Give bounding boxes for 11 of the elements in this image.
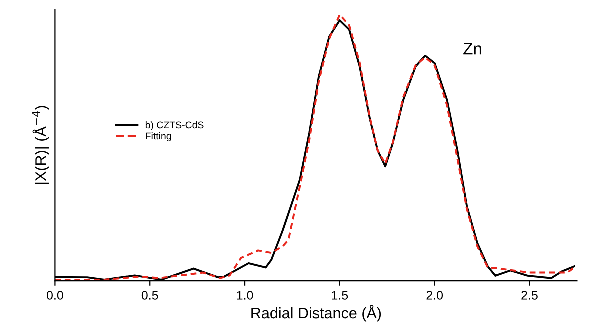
annotation: Zn bbox=[464, 43, 482, 55]
x-tick-label: 1.0 bbox=[237, 291, 254, 300]
x-tick-label: 2.0 bbox=[426, 291, 444, 300]
y-axis-title: |X(R)| (Å$^{−4}$) bbox=[32, 106, 50, 184]
x-axis-title: Radial Distance (Å) bbox=[252, 305, 382, 322]
x-tick-label: 1.5 bbox=[332, 291, 348, 300]
legend-label: Fitting bbox=[146, 132, 172, 142]
x-tick-label: 0.5 bbox=[142, 291, 158, 300]
legend-label: b) CZTS-CdS bbox=[146, 121, 204, 131]
x-tick-label: 2.5 bbox=[522, 291, 538, 300]
x-tick-label: 0.0 bbox=[47, 291, 64, 300]
